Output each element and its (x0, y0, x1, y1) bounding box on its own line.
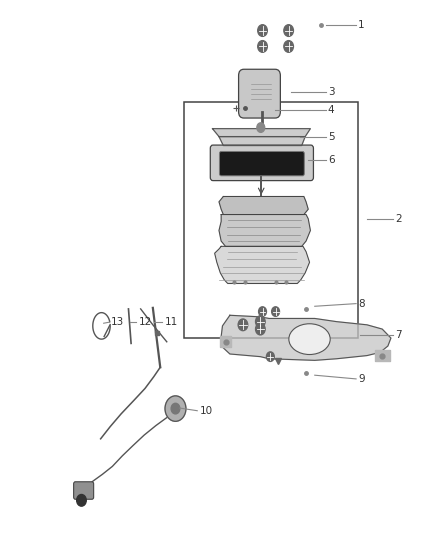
Text: 2: 2 (395, 214, 402, 224)
Circle shape (77, 495, 86, 506)
Text: 1: 1 (358, 20, 365, 30)
Text: 11: 11 (165, 317, 178, 327)
Circle shape (257, 123, 265, 132)
Circle shape (165, 396, 186, 421)
Circle shape (238, 319, 248, 330)
Circle shape (255, 316, 265, 327)
Circle shape (258, 41, 267, 52)
Polygon shape (215, 246, 310, 284)
Polygon shape (375, 350, 390, 361)
Circle shape (255, 323, 265, 335)
Text: 12: 12 (138, 317, 152, 327)
FancyBboxPatch shape (219, 151, 304, 176)
Circle shape (284, 25, 293, 36)
Text: 7: 7 (395, 330, 402, 341)
Text: 8: 8 (358, 298, 365, 309)
Circle shape (266, 352, 274, 361)
Circle shape (258, 307, 266, 317)
Circle shape (272, 307, 279, 317)
Circle shape (171, 403, 180, 414)
Polygon shape (212, 128, 311, 136)
Text: 10: 10 (199, 406, 212, 416)
Ellipse shape (289, 324, 330, 354)
Polygon shape (219, 215, 311, 246)
Text: 13: 13 (111, 317, 124, 327)
Circle shape (258, 25, 267, 36)
Text: 9: 9 (358, 374, 365, 384)
Polygon shape (219, 136, 305, 146)
Circle shape (284, 41, 293, 52)
Text: 4: 4 (328, 105, 335, 115)
Bar (184, 102, 358, 338)
FancyBboxPatch shape (239, 69, 280, 118)
Text: 6: 6 (328, 156, 335, 165)
Text: 3: 3 (328, 86, 335, 96)
Text: 5: 5 (328, 132, 335, 142)
FancyBboxPatch shape (74, 482, 94, 499)
Polygon shape (219, 197, 308, 215)
FancyBboxPatch shape (210, 145, 314, 181)
Polygon shape (221, 316, 391, 360)
Polygon shape (220, 336, 231, 347)
